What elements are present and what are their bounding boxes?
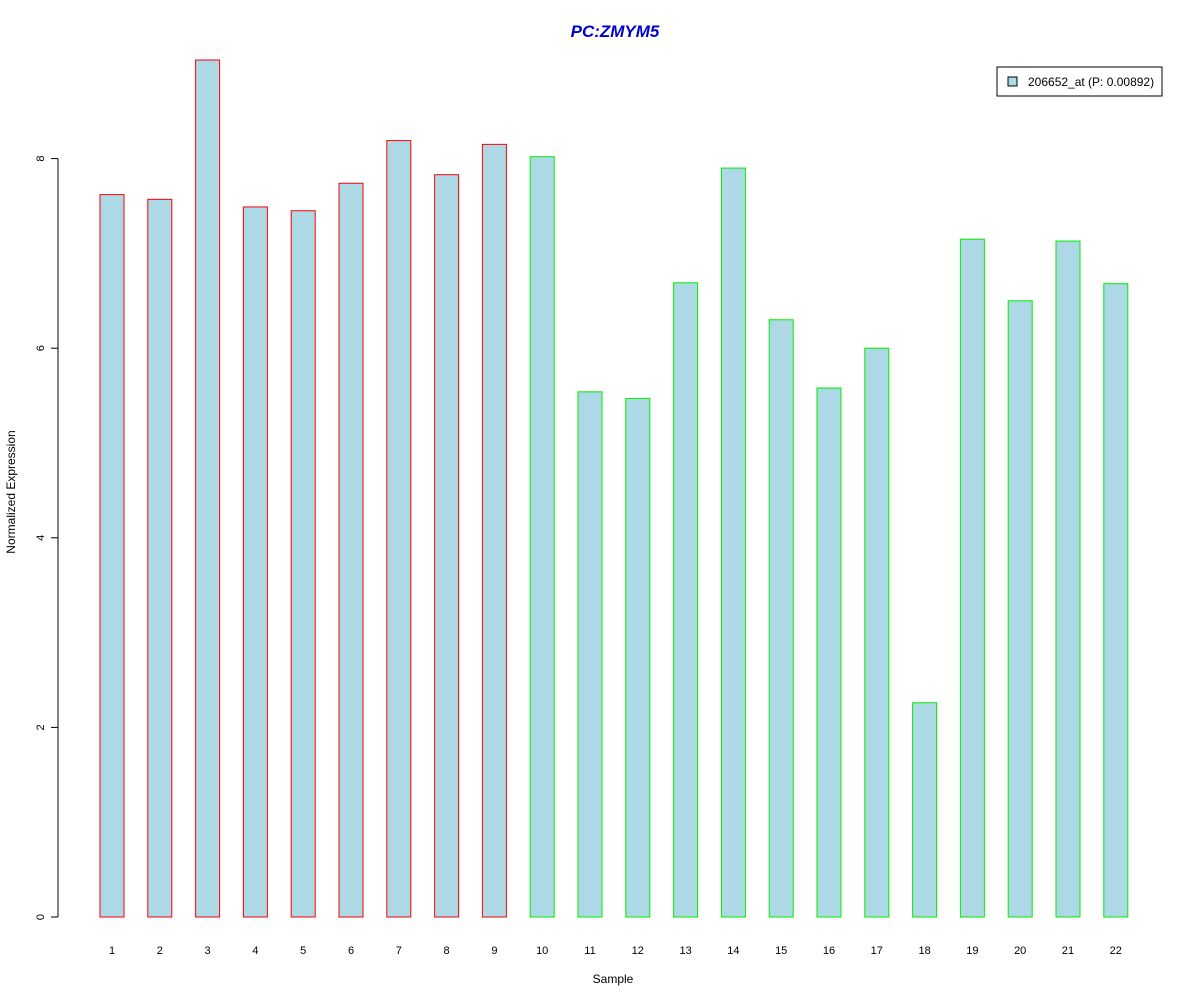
y-tick-label: 6 <box>35 345 47 351</box>
bar-sample-13 <box>673 282 699 918</box>
legend: 206652_at (P: 0.00892) <box>996 66 1163 97</box>
bar-sample-22 <box>1103 283 1129 918</box>
legend-series-label: 206652_at (P: 0.00892) <box>1028 75 1154 89</box>
x-tick-label: 8 <box>444 945 450 957</box>
bar-sample-20 <box>1007 300 1033 918</box>
bar-sample-17 <box>864 347 890 918</box>
bar-sample-12 <box>625 397 651 918</box>
x-tick-label: 6 <box>348 945 354 957</box>
x-tick-label: 22 <box>1110 945 1122 957</box>
x-tick-label: 17 <box>871 945 883 957</box>
bar-sample-15 <box>768 319 794 918</box>
bar-sample-2 <box>147 198 173 918</box>
bar-sample-7 <box>386 140 412 918</box>
bar-sample-21 <box>1055 240 1081 918</box>
y-tick-label: 8 <box>35 156 47 162</box>
x-tick-label: 3 <box>205 945 211 957</box>
x-tick-label: 11 <box>584 945 595 957</box>
bar-sample-8 <box>434 174 460 918</box>
bar-sample-18 <box>912 702 938 918</box>
x-tick-label: 2 <box>157 945 163 957</box>
x-tick-label: 10 <box>536 945 548 957</box>
y-tick-label: 0 <box>35 914 47 920</box>
legend-box <box>996 66 1163 97</box>
x-tick-label: 15 <box>775 945 787 957</box>
bar-sample-1 <box>99 194 125 918</box>
y-tick-label: 2 <box>35 724 47 730</box>
bar-sample-5 <box>290 210 316 918</box>
x-tick-label: 20 <box>1014 945 1026 957</box>
bar-sample-3 <box>195 59 221 918</box>
bar-sample-16 <box>816 387 842 918</box>
bar-sample-4 <box>242 206 268 918</box>
bar-sample-10 <box>529 156 555 918</box>
y-axis: 0 2 4 6 8 <box>35 156 59 920</box>
x-tick-label: 13 <box>679 945 691 957</box>
x-tick-label: 1 <box>109 945 115 957</box>
x-tick-label: 16 <box>823 945 835 957</box>
bar-sample-9 <box>481 143 507 918</box>
x-tick-label: 19 <box>966 945 978 957</box>
x-tick-label: 21 <box>1062 945 1074 957</box>
bar-sample-19 <box>959 238 985 918</box>
legend-swatch <box>1007 76 1018 87</box>
bar-sample-6 <box>338 182 364 918</box>
y-tick-label: 4 <box>35 535 47 541</box>
x-tick-label: 4 <box>252 945 258 957</box>
bar-sample-14 <box>720 167 746 918</box>
bars <box>99 59 1129 918</box>
x-tick-label: 9 <box>491 945 497 957</box>
chart-title: PC:ZMYM5 <box>571 22 660 41</box>
x-tick-label: 12 <box>632 945 644 957</box>
x-tick-labels: 1 2 3 4 5 6 7 8 9 10 11 12 13 14 15 16 17 18 19 20 21 22 <box>109 945 1122 957</box>
x-tick-label: 18 <box>918 945 930 957</box>
x-tick-label: 5 <box>300 945 306 957</box>
x-axis-label: Sample <box>593 972 634 986</box>
x-tick-label: 7 <box>396 945 402 957</box>
bar-sample-11 <box>577 391 603 918</box>
x-tick-label: 14 <box>727 945 739 957</box>
y-axis-label: Normalized Expression <box>4 430 18 553</box>
